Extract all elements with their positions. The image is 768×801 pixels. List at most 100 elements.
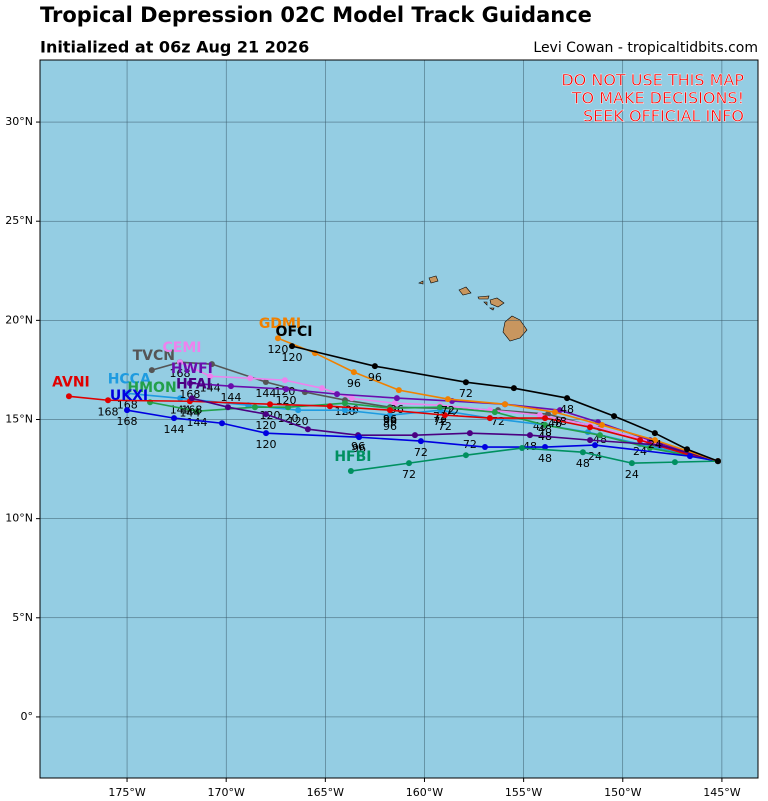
track-point <box>714 458 721 465</box>
track-point <box>207 373 214 380</box>
model-name: UKXI <box>110 388 148 404</box>
track-point <box>393 395 400 402</box>
track-point <box>651 430 658 437</box>
model-name: HFAI <box>176 376 212 392</box>
track-point <box>551 409 558 416</box>
track-point <box>391 400 398 407</box>
track-point <box>386 412 393 419</box>
forecast-hour: 144 <box>164 423 185 436</box>
x-tick-label: 175°W <box>108 786 145 799</box>
track-point <box>124 390 131 397</box>
track-point <box>646 445 653 452</box>
x-tick-label: 160°W <box>406 786 443 799</box>
x-tick-label: 165°W <box>307 786 344 799</box>
forecast-hour: 96 <box>390 403 404 416</box>
track-point <box>481 444 488 451</box>
forecast-hour: 120 <box>282 351 303 364</box>
track-point <box>208 361 215 368</box>
forecast-hour: 24 <box>648 438 662 451</box>
track-point <box>326 403 333 410</box>
track-point <box>628 460 635 467</box>
model-name: AVNI <box>52 374 90 390</box>
track-point <box>171 415 178 422</box>
track-line <box>350 447 718 472</box>
track-point <box>348 395 355 402</box>
track-point <box>295 407 302 414</box>
forecast-hour: 96 <box>383 420 397 433</box>
track-point <box>188 395 195 402</box>
track-point <box>148 367 155 374</box>
track-point <box>247 375 254 382</box>
forecast-hour: 96 <box>347 377 361 390</box>
warning-line: TO MAKE DECISIONS! <box>571 89 744 108</box>
model-name: HCCA <box>108 371 151 387</box>
credit: Levi Cowan - tropicaltidbits.com <box>533 40 758 56</box>
model-name: HWFI <box>171 361 213 377</box>
track-point <box>611 413 618 420</box>
track-point <box>510 385 517 392</box>
forecast-hour: 72 <box>414 446 428 459</box>
forecast-hour: 96 <box>352 442 366 455</box>
track-point <box>556 407 563 414</box>
track-point <box>579 449 586 456</box>
track-point <box>341 407 348 414</box>
track-point <box>417 438 424 445</box>
track-point <box>684 446 691 453</box>
track-point <box>283 386 290 393</box>
forecast-hour: 72 <box>463 438 477 451</box>
track-point <box>596 432 603 439</box>
track-point <box>598 422 605 429</box>
forecast-hour: 24 <box>633 445 647 458</box>
track-point <box>587 424 594 431</box>
track-point <box>466 430 473 437</box>
forecast-hour: 168 <box>169 367 190 380</box>
x-tick-label: 155°W <box>505 786 542 799</box>
warning-line: SEEK OFFICIAL INFO <box>583 107 744 126</box>
forecast-hour: 96 <box>383 415 397 428</box>
track-point <box>281 377 288 384</box>
warning-line: DO NOT USE THIS MAP <box>561 71 744 90</box>
track-point <box>406 460 413 467</box>
model-name: OFCI <box>276 324 313 340</box>
islands <box>418 275 528 342</box>
track-point <box>251 404 258 411</box>
forecast-hour: 144 <box>255 387 276 400</box>
track-point <box>386 407 393 414</box>
track-point <box>592 442 599 449</box>
forecast-hour: 120 <box>288 415 309 428</box>
y-tick-label: 5°N <box>12 611 33 624</box>
track-point <box>176 359 183 366</box>
track-point <box>194 408 201 415</box>
title: Tropical Depression 02C Model Track Guid… <box>40 3 592 27</box>
y-tick-label: 25°N <box>5 214 33 227</box>
forecast-hour: 72 <box>491 415 505 428</box>
x-tick-label: 145°W <box>703 786 740 799</box>
track-point <box>350 369 357 376</box>
track-point <box>356 434 363 441</box>
track-point <box>657 442 664 449</box>
forecast-hour: 48 <box>538 423 552 436</box>
y-tick-label: 10°N <box>5 512 33 525</box>
tracks: 487296120144168TVCN487296120144CEMI48729… <box>52 316 721 481</box>
track-point <box>285 404 292 411</box>
track-point <box>105 397 112 404</box>
forecast-hour: 48 <box>576 457 590 470</box>
forecast-hour: 168 <box>117 398 138 411</box>
track-point <box>263 430 270 437</box>
forecast-hour: 120 <box>256 438 277 451</box>
track-point <box>274 335 281 342</box>
track-point <box>564 395 571 402</box>
forecast-hour: 72 <box>402 468 416 481</box>
y-tick-label: 20°N <box>5 313 33 326</box>
model-name: TVCN <box>133 348 175 364</box>
x-tick-label: 170°W <box>208 786 245 799</box>
forecast-hour: 48 <box>548 417 562 430</box>
track-point <box>436 404 443 411</box>
track-point <box>347 468 354 475</box>
forecast-hour: 144 <box>179 406 200 419</box>
track-point <box>526 432 533 439</box>
track-point <box>411 432 418 439</box>
track-point <box>441 412 448 419</box>
